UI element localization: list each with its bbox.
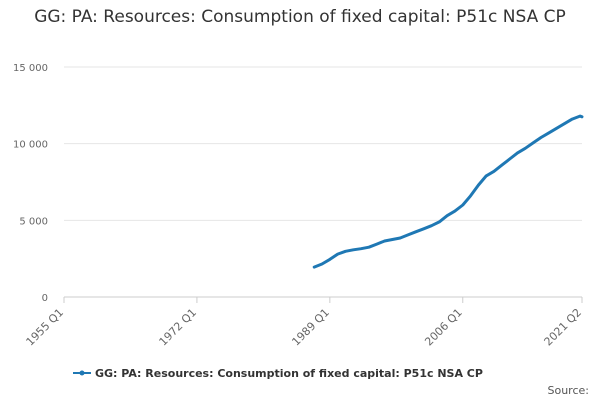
y-tick-label: 15 000 xyxy=(13,63,48,74)
series-line[interactable] xyxy=(312,114,584,269)
data-point[interactable] xyxy=(461,203,464,207)
y-tick-label: 10 000 xyxy=(13,140,48,151)
data-point[interactable] xyxy=(352,248,355,251)
x-tick-label: 2021 Q2 xyxy=(542,306,585,349)
data-point[interactable] xyxy=(580,115,584,119)
gridlines xyxy=(64,66,582,221)
x-tick-label: 1972 Q1 xyxy=(157,306,200,349)
source-label[interactable]: Source: xyxy=(548,384,590,397)
data-point[interactable] xyxy=(477,183,480,187)
chart-title: GG: PA: Resources: Consumption of fixed … xyxy=(34,7,566,27)
data-point[interactable] xyxy=(430,224,433,227)
data-point[interactable] xyxy=(500,163,504,167)
y-tick-label: 0 xyxy=(42,293,48,304)
data-point[interactable] xyxy=(516,151,519,155)
legend-item[interactable]: GG: PA: Resources: Consumption of fixed … xyxy=(73,367,483,380)
data-point[interactable] xyxy=(438,220,441,224)
data-point[interactable] xyxy=(485,174,488,178)
data-point[interactable] xyxy=(422,227,425,230)
data-point[interactable] xyxy=(547,131,550,135)
data-point[interactable] xyxy=(414,230,418,234)
legend[interactable]: GG: PA: Resources: Consumption of fixed … xyxy=(73,367,483,380)
data-point[interactable] xyxy=(367,245,371,249)
data-point[interactable] xyxy=(571,117,574,121)
data-point[interactable] xyxy=(531,141,535,145)
data-point[interactable] xyxy=(313,265,316,269)
data-point[interactable] xyxy=(336,252,339,256)
data-point[interactable] xyxy=(508,157,511,161)
data-point[interactable] xyxy=(391,238,394,241)
x-axis-ticks: 1955 Q1 1972 Q1 1989 Q1 2006 Q1 2021 Q2 xyxy=(24,306,585,349)
data-point[interactable] xyxy=(383,239,386,243)
data-point[interactable] xyxy=(344,250,347,253)
data-point[interactable] xyxy=(469,194,472,197)
data-point[interactable] xyxy=(539,136,543,139)
data-point[interactable] xyxy=(524,147,527,150)
data-point[interactable] xyxy=(563,122,566,125)
series-lines[interactable] xyxy=(312,114,584,269)
data-point[interactable] xyxy=(406,233,410,237)
data-point[interactable] xyxy=(555,127,558,130)
data-point[interactable] xyxy=(328,258,332,261)
x-tick-label: 1955 Q1 xyxy=(24,306,67,349)
legend-label[interactable]: GG: PA: Resources: Consumption of fixed … xyxy=(95,367,483,380)
axes xyxy=(63,296,583,303)
x-tick-label: 2006 Q1 xyxy=(422,306,465,349)
x-tick-label: 1989 Q1 xyxy=(289,306,332,349)
data-point[interactable] xyxy=(359,247,363,250)
data-point[interactable] xyxy=(375,242,378,246)
data-point[interactable] xyxy=(320,262,324,266)
data-point[interactable] xyxy=(445,214,449,217)
legend-marker xyxy=(79,370,85,376)
data-point[interactable] xyxy=(578,114,582,118)
data-point[interactable] xyxy=(399,236,402,240)
y-axis-ticks: 0 5 000 10 000 15 000 xyxy=(13,63,48,304)
data-point[interactable] xyxy=(492,170,496,173)
data-point[interactable] xyxy=(453,209,457,213)
y-tick-label: 5 000 xyxy=(19,216,48,227)
